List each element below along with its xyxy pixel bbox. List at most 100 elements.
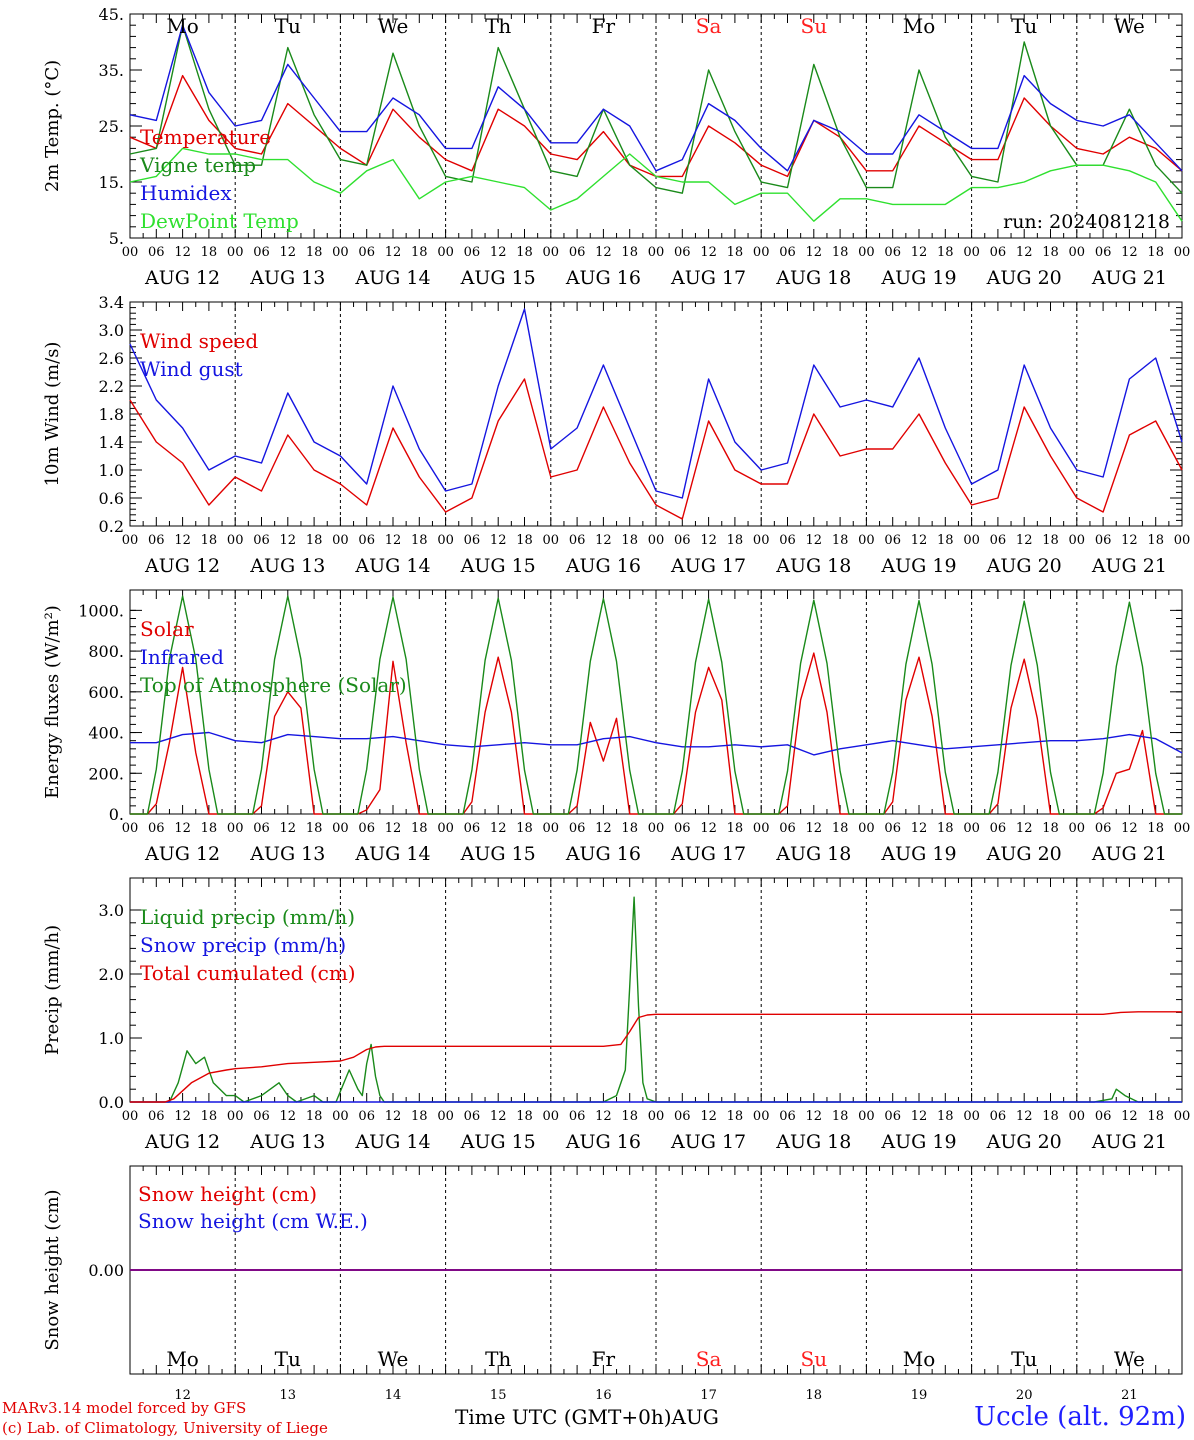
y-tick-label: 0. — [109, 805, 124, 824]
legend-label: Snow precip (mm/h) — [140, 933, 346, 957]
day-number-label: 17 — [700, 1388, 717, 1403]
x-hour-label: 12 — [700, 245, 717, 260]
series-line-wind-speed — [129, 378, 1183, 520]
x-hour-label: 00 — [753, 245, 770, 260]
day-of-week-label: Su — [801, 14, 828, 38]
legend-label: Wind speed — [140, 329, 258, 353]
x-date-label: AUG 20 — [986, 267, 1062, 289]
x-hour-label: 06 — [253, 533, 270, 548]
panel-2 — [129, 301, 1183, 527]
x-hour-label: 06 — [464, 1109, 481, 1124]
x-hour-label: 12 — [911, 1109, 928, 1124]
x-hour-label: 00 — [963, 821, 980, 836]
y-tick-label: 1.0 — [99, 1029, 124, 1048]
legend-label: Snow height (cm) — [138, 1182, 317, 1206]
x-hour-label: 00 — [227, 533, 244, 548]
day-number-label: 20 — [1016, 1388, 1033, 1403]
day-number-label: 12 — [174, 1388, 191, 1403]
x-date-label: AUG 21 — [1091, 1131, 1167, 1153]
x-hour-label: 00 — [543, 245, 560, 260]
x-hour-label: 06 — [569, 533, 586, 548]
x-hour-label: 18 — [1147, 1109, 1164, 1124]
day-of-week-label: We — [1114, 1347, 1145, 1371]
day-number-label: 16 — [595, 1388, 612, 1403]
y-tick-label: 3.4 — [99, 293, 124, 312]
series-line-dewpoint-temp — [129, 147, 1183, 222]
x-date-label: AUG 17 — [670, 843, 746, 865]
x-hour-label: 18 — [411, 1109, 428, 1124]
lab-credit: (c) Lab. of Climatology, University of L… — [2, 1419, 328, 1437]
x-hour-label: 18 — [937, 245, 954, 260]
x-hour-label: 00 — [1174, 245, 1191, 260]
panel-frame — [129, 301, 1183, 527]
x-hour-label: 06 — [990, 533, 1007, 548]
x-hour-label: 18 — [516, 533, 533, 548]
x-hour-label: 06 — [990, 821, 1007, 836]
x-hour-label: 12 — [700, 821, 717, 836]
x-hour-label: 00 — [1174, 1109, 1191, 1124]
x-hour-label: 00 — [1069, 533, 1086, 548]
x-hour-label: 18 — [201, 245, 218, 260]
x-hour-label: 12 — [595, 245, 612, 260]
y-tick-label: 0.6 — [99, 489, 124, 508]
y-tick-label: 3.0 — [99, 901, 124, 920]
x-hour-label: 00 — [543, 821, 560, 836]
x-hour-label: 06 — [779, 1109, 796, 1124]
x-hour-label: 18 — [306, 821, 323, 836]
y-tick-label: 3.0 — [99, 321, 124, 340]
y-axis-title: 10m Wind (m/s) — [42, 342, 63, 487]
x-date-label: AUG 20 — [986, 555, 1062, 577]
x-date-label: AUG 15 — [460, 1131, 536, 1153]
x-date-label: AUG 15 — [460, 555, 536, 577]
y-tick-label: 0.2 — [99, 517, 124, 536]
x-hour-label: 12 — [1121, 821, 1138, 836]
x-hour-label: 18 — [621, 821, 638, 836]
y-tick-label: 200. — [88, 764, 124, 783]
x-date-label: AUG 16 — [565, 843, 641, 865]
day-number-label: 14 — [385, 1388, 402, 1403]
x-hour-label: 12 — [174, 1109, 191, 1124]
x-hour-label: 12 — [280, 821, 297, 836]
x-hour-label: 12 — [700, 1109, 717, 1124]
day-number-label: 15 — [490, 1388, 507, 1403]
x-hour-label: 00 — [122, 1109, 139, 1124]
x-hour-label: 06 — [990, 1109, 1007, 1124]
x-hour-label: 00 — [858, 245, 875, 260]
x-date-label: AUG 15 — [460, 843, 536, 865]
x-hour-label: 06 — [569, 1109, 586, 1124]
x-hour-label: 06 — [464, 533, 481, 548]
panel-frame — [129, 589, 1183, 815]
x-date-label: AUG 18 — [775, 1131, 851, 1153]
x-hour-label: 12 — [490, 821, 507, 836]
legend-label: Humidex — [140, 181, 232, 205]
x-hour-label: 12 — [911, 533, 928, 548]
day-number-label: 21 — [1121, 1388, 1138, 1403]
y-axis-title: Snow height (cm) — [42, 1189, 63, 1350]
x-hour-label: 12 — [911, 821, 928, 836]
x-hour-label: 06 — [674, 1109, 691, 1124]
legend-label: DewPoint Temp — [140, 209, 299, 233]
x-hour-label: 06 — [779, 533, 796, 548]
x-date-label: AUG 16 — [565, 1131, 641, 1153]
x-hour-label: 06 — [674, 533, 691, 548]
x-hour-label: 00 — [543, 1109, 560, 1124]
x-hour-label: 12 — [174, 821, 191, 836]
x-hour-label: 12 — [280, 245, 297, 260]
x-hour-label: 06 — [884, 821, 901, 836]
station-label: Uccle (alt. 92m) — [974, 1402, 1186, 1432]
x-hour-label: 00 — [753, 1109, 770, 1124]
day-of-week-label: Su — [801, 1347, 828, 1371]
x-date-label: AUG 17 — [670, 1131, 746, 1153]
series-line-total-cumulated-cm- — [130, 1011, 1182, 1103]
y-tick-label: 15. — [99, 173, 124, 192]
x-hour-label: 00 — [858, 1109, 875, 1124]
x-hour-label: 18 — [1147, 821, 1164, 836]
y-tick-label: 5. — [109, 229, 124, 248]
series-line-wind-gust — [129, 308, 1183, 499]
series-line-infrared — [130, 731, 1183, 756]
x-date-label: AUG 18 — [775, 267, 851, 289]
x-hour-label: 06 — [674, 821, 691, 836]
x-hour-label: 00 — [437, 245, 454, 260]
x-hour-label: 12 — [806, 533, 823, 548]
x-hour-label: 06 — [569, 245, 586, 260]
